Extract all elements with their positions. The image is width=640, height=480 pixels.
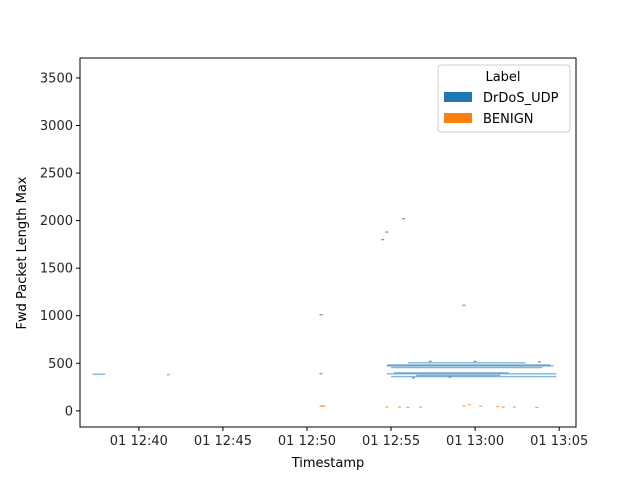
x-tick-label: 01 13:05: [530, 434, 588, 449]
x-tick-label: 01 12:55: [362, 434, 420, 449]
x-axis-label: Timestamp: [291, 456, 365, 471]
y-tick-label: 3000: [40, 119, 73, 134]
y-axis-label: Fwd Packet Length Max: [15, 176, 30, 329]
series-drdos-udp: [92, 218, 557, 379]
y-tick-label: 3500: [40, 71, 73, 86]
y-tick-label: 0: [65, 404, 73, 419]
legend: Label DrDoS_UDP BENIGN: [437, 64, 571, 133]
x-tick-label: 01 12:45: [194, 434, 252, 449]
y-tick-label: 500: [48, 357, 73, 372]
y-tick-label: 2500: [40, 167, 73, 182]
x-tick-label: 01 13:00: [446, 434, 504, 449]
series-benign: [319, 314, 539, 409]
plot-area: [92, 218, 557, 409]
legend-title: Label: [485, 70, 520, 85]
x-tick-label: 01 12:40: [110, 434, 168, 449]
y-tick-label: 2000: [40, 214, 73, 229]
legend-label-drdos-udp: DrDoS_UDP: [483, 91, 559, 106]
y-tick-label: 1500: [40, 262, 73, 277]
legend-swatch-drdos-udp: [444, 92, 472, 102]
y-tick-label: 1000: [40, 309, 73, 324]
legend-swatch-benign: [444, 113, 472, 123]
x-tick-label: 01 12:50: [278, 434, 336, 449]
plot-frame: [79, 57, 577, 428]
axes: 0 500 1000 1500 2000 2500 3000 3500 01 12:40 01 1…: [40, 57, 588, 449]
legend-label-benign: BENIGN: [483, 112, 534, 127]
